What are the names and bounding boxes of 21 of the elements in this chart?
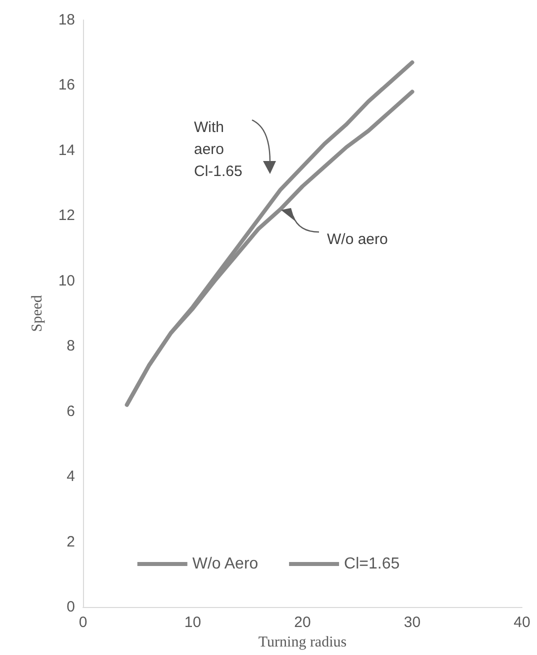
y-tick-label: 12: [58, 207, 75, 224]
y-tick-label: 10: [58, 272, 75, 290]
y-tick-label: 14: [58, 142, 75, 159]
x-tick-label: 10: [184, 614, 202, 631]
x-tick-label: 0: [78, 614, 88, 631]
annotation: W/o aero: [327, 231, 388, 248]
annotation: With aero Cl-1.65: [194, 119, 242, 180]
legend-label: Cl=1.65: [344, 556, 400, 572]
x-tick-label: 40: [514, 614, 530, 631]
legend-label: W/o Aero: [192, 556, 258, 572]
x-tick-label: 30: [404, 614, 421, 631]
y-tick-label: 8: [66, 338, 75, 355]
y-axis-title: Speed: [30, 294, 46, 332]
y-tick-label: 4: [66, 468, 75, 486]
y-tick-label: 18: [58, 12, 75, 28]
y-tick-label: 0: [66, 598, 75, 616]
y-tick-label: 6: [66, 402, 75, 420]
x-tick-label: 20: [294, 614, 311, 631]
x-axis-title: Turning radius: [258, 634, 347, 650]
y-tick-label: 2: [66, 533, 75, 550]
y-tick-label: 16: [58, 76, 75, 94]
